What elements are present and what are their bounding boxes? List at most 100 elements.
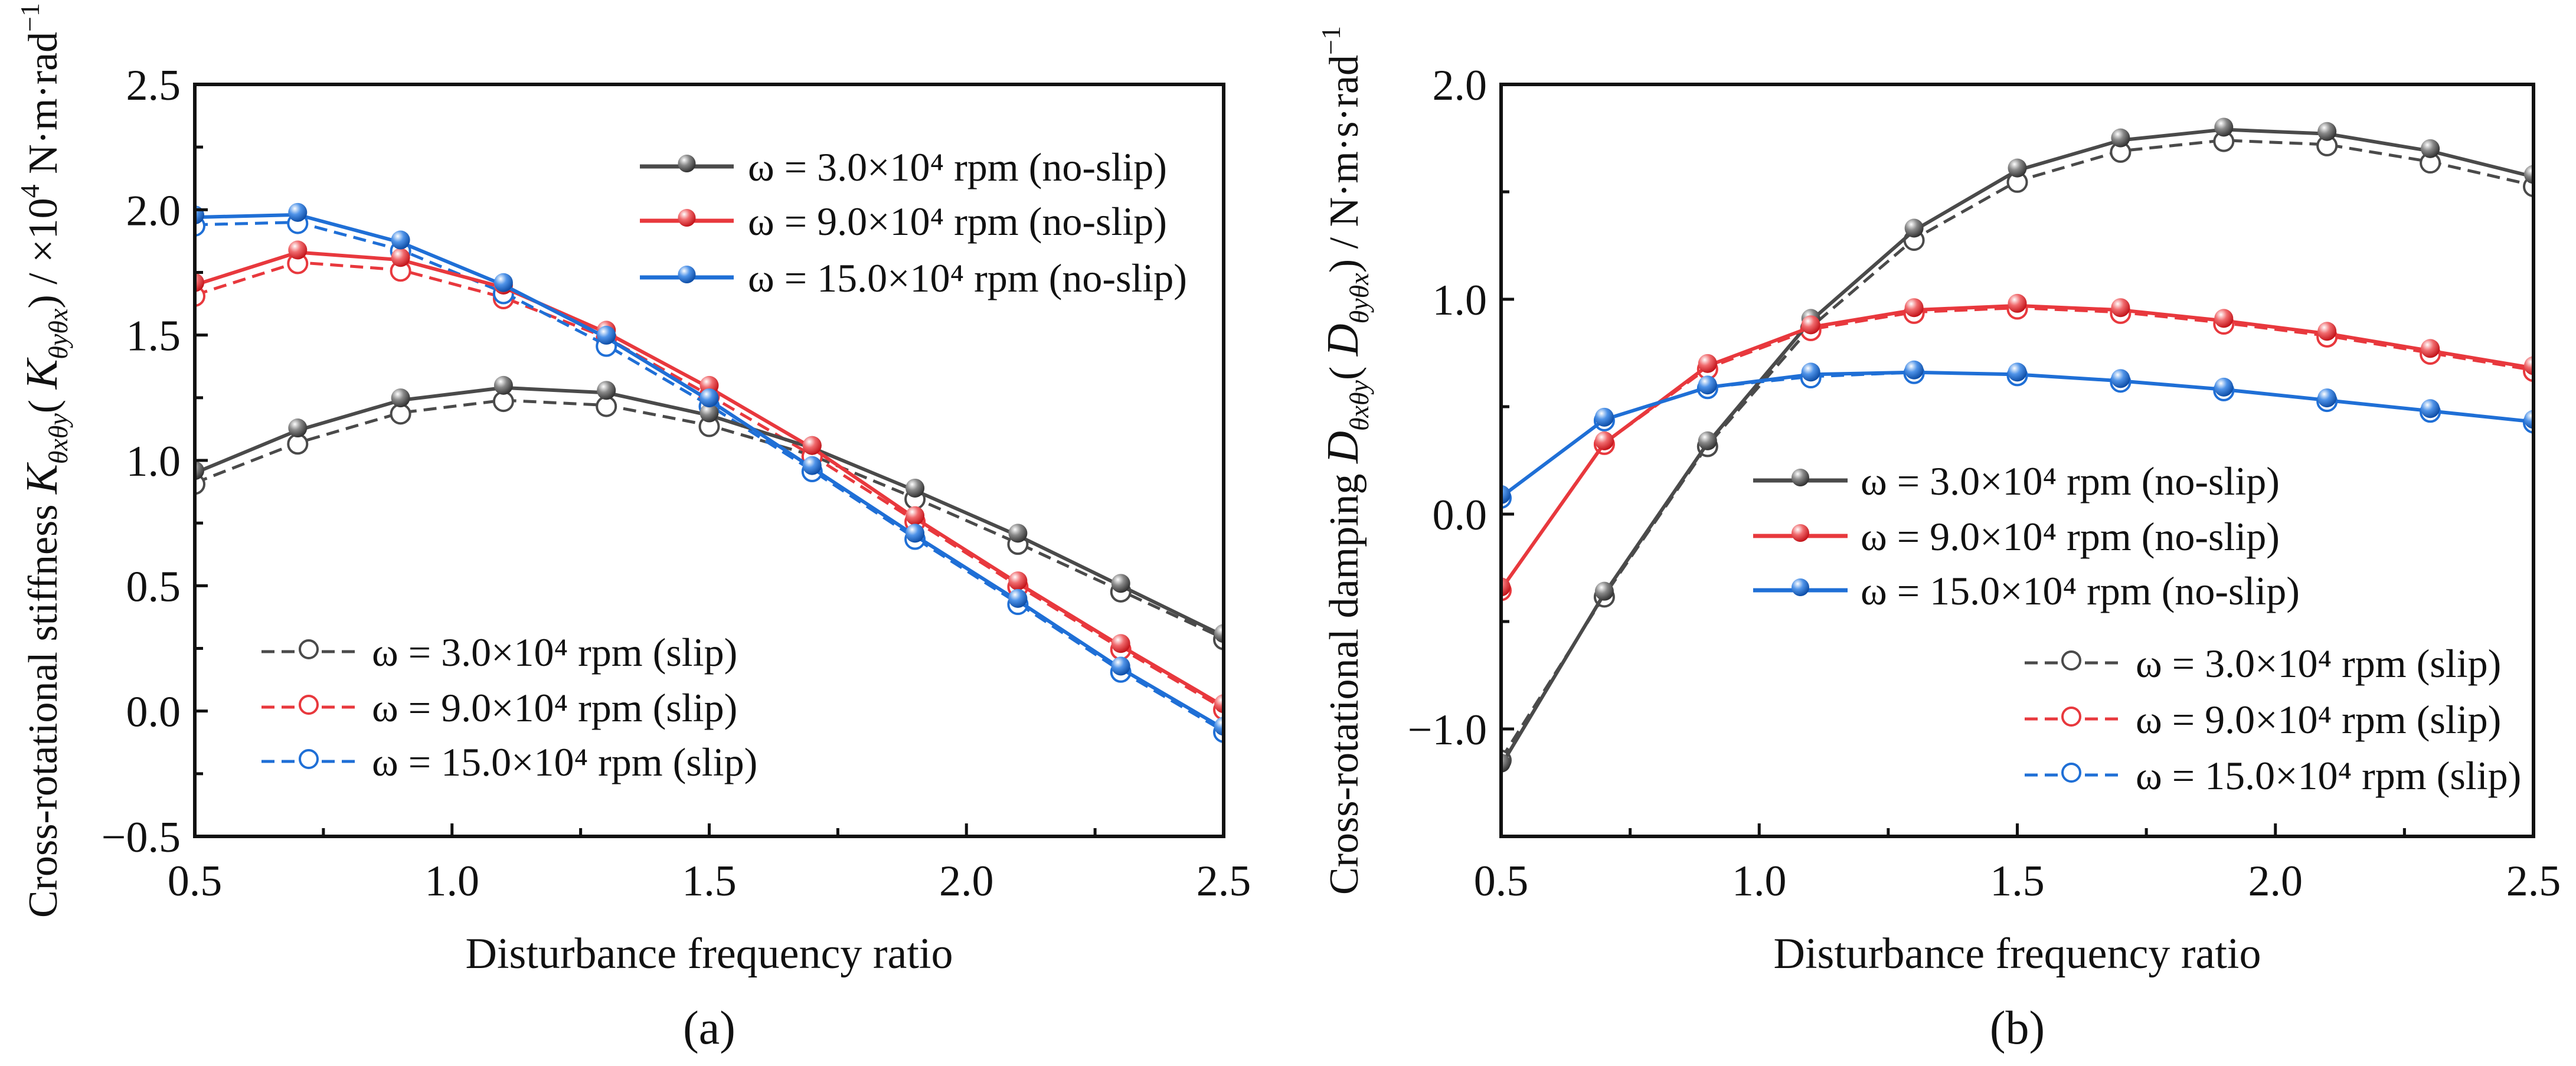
y-axis-title-part: θxθy (43, 413, 73, 465)
data-point-solid (391, 248, 410, 267)
data-point-solid (2111, 369, 2130, 388)
legend-label: ω = 15.0×10⁴ rpm (slip) (2136, 753, 2521, 798)
data-point-solid (597, 325, 616, 345)
y-axis-title-part: D (1318, 323, 1368, 357)
data-point-open (390, 403, 411, 425)
data-point-solid (905, 506, 925, 525)
legend-slip: ω = 3.0×10⁴ rpm (slip) ω = 9.0×10⁴ rpm (s… (261, 630, 757, 784)
legend-label: ω = 15.0×10⁴ rpm (no-slip) (748, 256, 1187, 300)
data-point-solid (1904, 218, 1924, 238)
data-point-solid (391, 230, 410, 250)
y-tick-label: 0.0 (126, 688, 181, 737)
data-point-solid (195, 461, 204, 480)
x-tick-label: 0.5 (168, 857, 223, 905)
legend-item: ω = 9.0×10⁴ rpm (no-slip) (1753, 514, 2280, 559)
y-tick-label: 1.0 (126, 437, 181, 486)
data-point-solid (2111, 298, 2130, 318)
legend-label: ω = 3.0×10⁴ rpm (slip) (372, 630, 737, 675)
y-tick-label: −1.0 (1408, 706, 1487, 754)
y-axis-title-part: Cross-rotational damping (1322, 463, 1367, 895)
data-point-solid (2524, 410, 2533, 429)
x-tick-label: 2.0 (939, 857, 994, 905)
data-point-solid (2214, 117, 2234, 137)
data-point-solid (1904, 360, 1924, 380)
legend-item: ω = 3.0×10⁴ rpm (no-slip) (640, 145, 1167, 189)
legend-label: ω = 3.0×10⁴ rpm (no-slip) (1861, 459, 2280, 503)
data-point-solid (905, 524, 925, 543)
data-point-solid (2421, 339, 2440, 358)
data-point-solid (2008, 362, 2027, 382)
data-point-solid (493, 273, 513, 292)
data-point-solid (2214, 377, 2234, 397)
data-point-solid (2421, 399, 2440, 418)
chart-panel-b: 0.5 1.0 1.5 2.0 2.5 −1.0 0.0 1.0 2.0 Disturbance … (1316, 26, 2561, 1054)
data-point-solid (1501, 485, 1511, 504)
data-point-solid (1008, 524, 1028, 543)
y-tick-label: 2.0 (126, 187, 181, 235)
y-axis-title-part: ) / N·m·s·rad (1322, 55, 1367, 273)
data-point-solid (2111, 128, 2130, 148)
y-tick-label: 1.5 (126, 312, 181, 361)
legend-marker-open (2061, 763, 2081, 783)
y-axis-title: Cross-rotational stiffness Kθxθy( Kθyθx)… (15, 3, 73, 918)
data-point-solid (2524, 165, 2533, 184)
legend-label: ω = 15.0×10⁴ rpm (slip) (372, 740, 757, 784)
x-tick-label: 2.5 (1197, 857, 1251, 905)
legend-marker-solid (1792, 524, 1809, 542)
data-point-solid (1214, 624, 1224, 643)
x-tick-label: 2.0 (2248, 857, 2303, 905)
legend-item: ω = 3.0×10⁴ rpm (slip) (261, 630, 737, 675)
data-point-solid (1214, 694, 1224, 714)
data-point-solid (1594, 431, 1614, 450)
data-point-solid (699, 403, 719, 423)
legend-marker-solid (678, 266, 696, 283)
legend-item: ω = 3.0×10⁴ rpm (no-slip) (1753, 459, 2280, 503)
data-point-solid (1008, 588, 1028, 608)
legend-no-slip: ω = 3.0×10⁴ rpm (no-slip) ω = 9.0×10⁴ rpm… (1753, 459, 2300, 613)
data-point-solid (699, 388, 719, 408)
series-group (195, 202, 1224, 743)
y-tick-label: 1.0 (1433, 276, 1488, 325)
panel-label: (b) (1990, 1002, 2045, 1054)
data-point-solid (2008, 293, 2027, 313)
x-tick-label: 1.5 (1990, 857, 2045, 905)
legend-item: ω = 15.0×10⁴ rpm (no-slip) (640, 256, 1187, 300)
data-point-solid (1594, 407, 1614, 427)
data-point-solid (493, 375, 513, 395)
data-point-solid (1594, 581, 1614, 601)
panel-label: (a) (683, 1002, 735, 1054)
data-point-solid (1008, 571, 1028, 591)
legend-item: ω = 15.0×10⁴ rpm (no-slip) (1753, 568, 2300, 613)
data-point-solid (905, 478, 925, 498)
legend-item: ω = 9.0×10⁴ rpm (slip) (261, 685, 737, 730)
data-point-solid (1111, 634, 1130, 653)
legend-marker-open (2061, 650, 2081, 671)
y-axis-title-part: θyθx (43, 308, 73, 359)
legend-label: ω = 3.0×10⁴ rpm (no-slip) (748, 145, 1167, 189)
legend-marker-open (299, 695, 319, 715)
data-point-solid (1698, 375, 1717, 395)
data-point-solid (2317, 122, 2337, 141)
series-group (1501, 117, 2533, 773)
legend-marker-open (2061, 707, 2081, 727)
y-axis-title-part: K (17, 357, 67, 390)
y-axis-title-part: K (17, 462, 67, 495)
legend-marker-solid (1792, 469, 1809, 486)
x-axis-title: Disturbance frequency ratio (1774, 930, 2261, 978)
legend-marker-solid (678, 209, 696, 227)
legend-item: ω = 15.0×10⁴ rpm (slip) (2025, 753, 2521, 798)
data-point-solid (1698, 354, 1717, 373)
x-axis-title: Disturbance frequency ratio (466, 930, 953, 978)
data-point-solid (1501, 577, 1511, 597)
data-point-solid (288, 418, 308, 438)
y-axis-title-part: θyθx (1344, 273, 1374, 324)
data-point-solid (2421, 139, 2440, 158)
data-point-solid (391, 388, 410, 408)
legend-label: ω = 9.0×10⁴ rpm (no-slip) (1861, 514, 2280, 559)
data-point-solid (802, 436, 822, 455)
legend-label: ω = 3.0×10⁴ rpm (slip) (2136, 641, 2501, 686)
x-tick-label: 2.5 (2506, 857, 2561, 905)
y-tick-label: 0.5 (126, 563, 181, 611)
legend-marker-open (299, 749, 319, 769)
